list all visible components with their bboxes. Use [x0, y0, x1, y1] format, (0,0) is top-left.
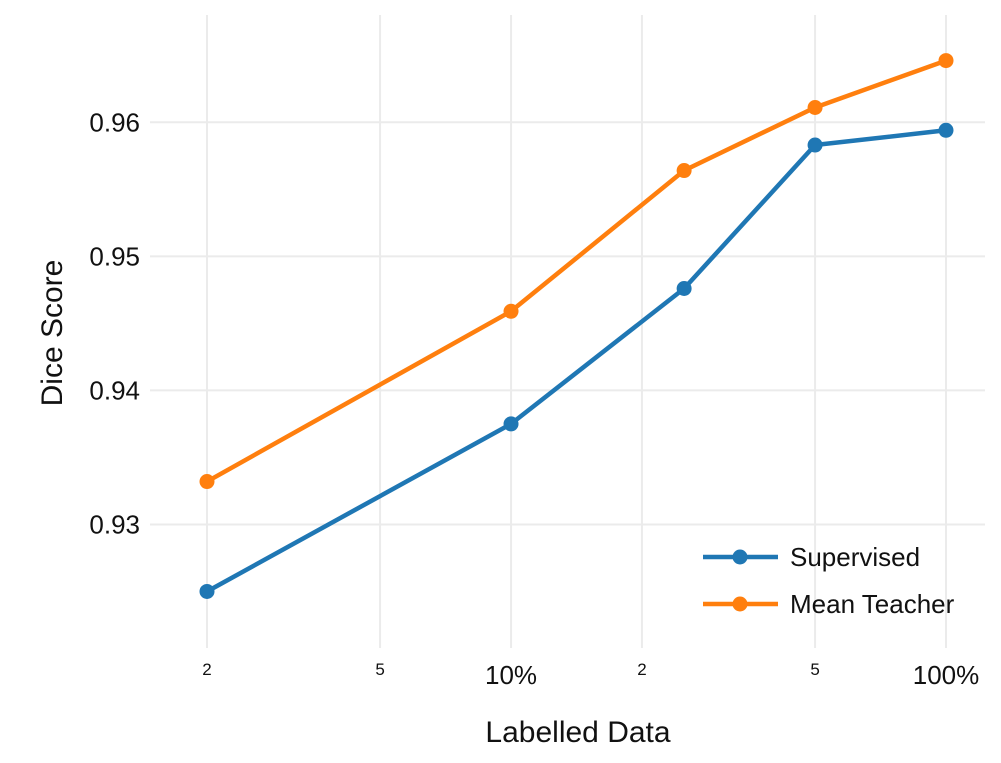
legend: Supervised Mean Teacher [703, 542, 955, 619]
y-axis-ticks: 0.93 0.94 0.95 0.96 [89, 107, 140, 539]
series-mean-teacher [199, 53, 954, 490]
series-line [205, 128, 947, 594]
legend-swatch-marker [732, 596, 748, 612]
x-axis-title: Labelled Data [485, 716, 670, 749]
legend-item: Mean Teacher [703, 589, 955, 619]
legend-label: Mean Teacher [790, 589, 955, 619]
y-tick-label: 0.93 [89, 509, 140, 539]
x-tick-label: 2 [202, 660, 211, 679]
legend-label: Supervised [790, 542, 920, 572]
y-tick-label: 0.96 [89, 107, 140, 137]
series-group [199, 53, 954, 599]
data-point [199, 474, 215, 490]
x-tick-label: 10% [485, 660, 537, 690]
data-point [676, 163, 692, 179]
data-point [938, 53, 954, 69]
x-tick-label: 2 [637, 660, 646, 679]
legend-swatch-marker [732, 549, 748, 565]
series-supervised [199, 122, 954, 599]
series-line [205, 58, 947, 484]
grid [150, 15, 985, 648]
data-point [676, 280, 692, 296]
data-point [503, 416, 519, 432]
data-point [199, 583, 215, 599]
x-tick-label: 5 [375, 660, 384, 679]
data-point [807, 137, 823, 153]
y-tick-label: 0.95 [89, 241, 140, 271]
x-axis-ticks: 2 5 10% 2 5 100% [202, 660, 979, 690]
data-point [503, 303, 519, 319]
y-tick-label: 0.94 [89, 375, 140, 405]
x-tick-label: 5 [810, 660, 819, 679]
x-tick-label: 100% [913, 660, 980, 690]
data-point [938, 122, 954, 138]
data-point [807, 100, 823, 116]
legend-item: Supervised [703, 542, 920, 572]
y-axis-title: Dice Score [36, 260, 69, 407]
